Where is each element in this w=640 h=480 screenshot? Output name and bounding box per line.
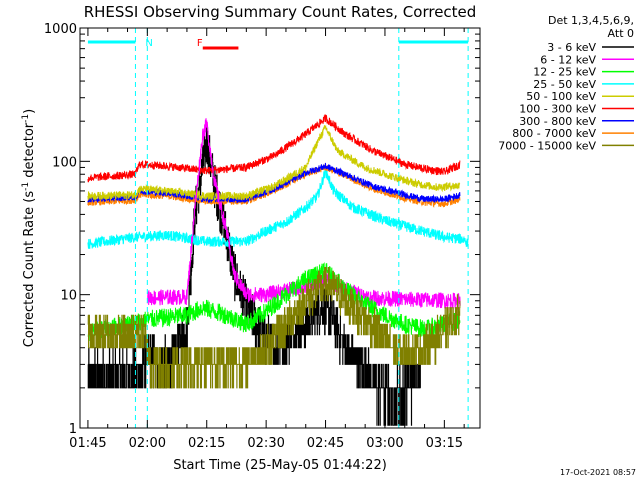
annotation-F: F [197, 38, 203, 49]
legend-label-7: 300 - 800 keV [519, 115, 596, 128]
legend-title-line1: Det 1,3,4,5,6,9, [548, 14, 634, 27]
x-tick-label-1: 02:00 [129, 436, 166, 451]
annotation-N: N [145, 38, 152, 49]
y-tick-label-0: 1 [69, 422, 77, 437]
legend-label-2: 6 - 12 keV [540, 53, 596, 66]
y-axis: 1 10 100 1000 [44, 22, 480, 437]
series-line-6 [87, 113, 461, 183]
legend-label-1: 3 - 6 keV [547, 41, 596, 54]
x-axis-label: Start Time (25-May-05 01:44:22) [173, 458, 387, 473]
x-tick-label-0: 01:45 [69, 436, 106, 451]
y-axis-label-sup2: -1 [21, 114, 31, 123]
x-tick-label-4: 02:45 [307, 436, 344, 451]
series-line-7 [87, 162, 461, 204]
series-line-4 [87, 166, 469, 249]
y-axis-label-part1: Corrected Count Rate (s [22, 191, 37, 348]
y-tick-label-3: 1000 [44, 22, 77, 37]
x-tick-label-6: 03:15 [426, 436, 463, 451]
plot-frame [79, 27, 481, 429]
legend-label-4: 25 - 50 keV [533, 78, 596, 91]
series-line-5 [87, 124, 461, 201]
y-axis-label-part2: detector [22, 122, 37, 182]
plot-area [87, 113, 469, 426]
legend-label-9: 7000 - 15000 keV [498, 139, 596, 152]
y-axis-label-sup1: -1 [21, 182, 31, 191]
y-axis-label: Corrected Count Rate (s-1 detector-1) [21, 109, 37, 347]
legend-label-8: 800 - 7000 keV [512, 127, 596, 140]
x-tick-label-5: 03:00 [366, 436, 403, 451]
series-line-3 [87, 261, 461, 342]
chart-title: RHESSI Observing Summary Count Rates, Co… [84, 3, 477, 21]
x-tick-label-2: 02:15 [188, 436, 225, 451]
legend-label-5: 50 - 100 keV [526, 90, 596, 103]
generation-timestamp: 17-Oct-2021 08:57 [560, 468, 636, 477]
x-tick-label-3: 02:30 [247, 436, 284, 451]
x-axis: 01:45 02:00 02:15 02:30 02:45 03:00 03:15 [69, 28, 465, 451]
y-axis-label-close: ) [22, 109, 37, 114]
legend-title-line2: Att 0 [608, 27, 634, 40]
legend-label-6: 100 - 300 keV [519, 103, 596, 116]
series-line-9 [87, 267, 461, 389]
y-tick-label-1: 10 [60, 289, 77, 304]
y-tick-label-2: 100 [52, 155, 77, 170]
legend-label-3: 12 - 25 keV [533, 66, 596, 79]
